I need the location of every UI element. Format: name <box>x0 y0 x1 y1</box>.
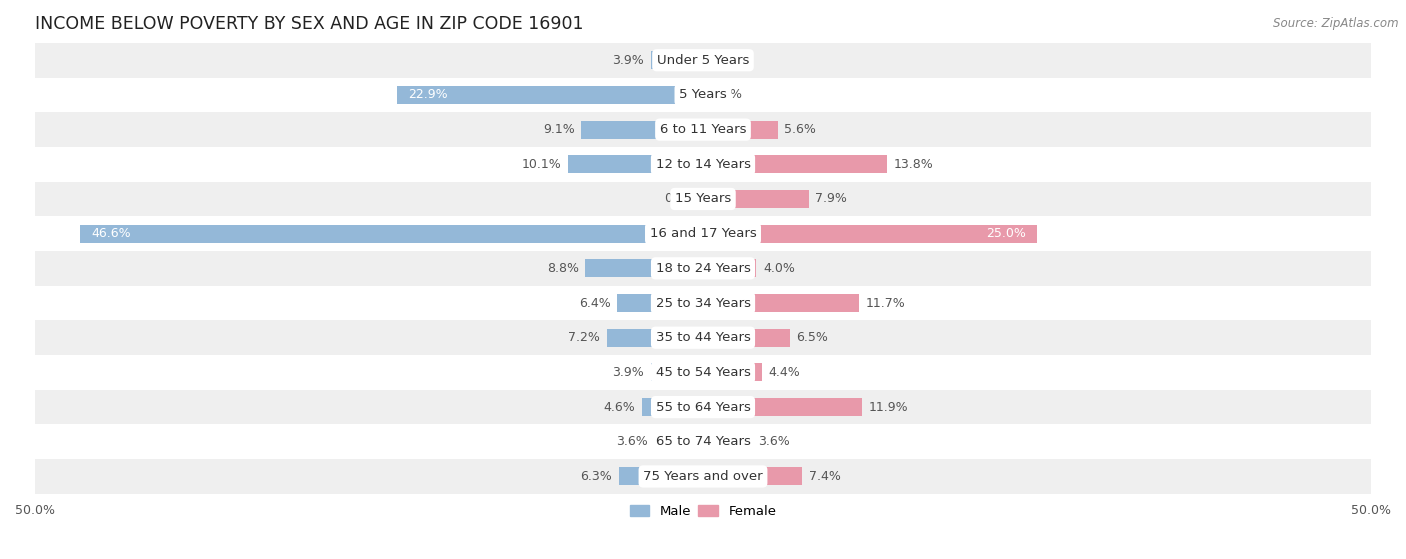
Text: 13.8%: 13.8% <box>894 158 934 171</box>
Text: 9.1%: 9.1% <box>543 123 575 136</box>
Text: 22.9%: 22.9% <box>408 88 447 101</box>
Text: Under 5 Years: Under 5 Years <box>657 54 749 67</box>
Bar <box>35 320 1371 355</box>
Text: 35 to 44 Years: 35 to 44 Years <box>655 331 751 344</box>
Text: 18 to 24 Years: 18 to 24 Years <box>655 262 751 275</box>
Text: 75 Years and over: 75 Years and over <box>643 470 763 483</box>
Text: 8.8%: 8.8% <box>547 262 579 275</box>
Text: 16 and 17 Years: 16 and 17 Years <box>650 227 756 240</box>
Bar <box>35 147 1371 182</box>
Bar <box>35 355 1371 390</box>
Bar <box>582 121 703 139</box>
Bar <box>607 329 703 347</box>
Text: 6.5%: 6.5% <box>797 331 828 344</box>
Bar <box>35 459 1371 494</box>
Text: 7.9%: 7.9% <box>815 192 846 206</box>
Bar <box>35 216 1371 251</box>
Text: 5 Years: 5 Years <box>679 88 727 101</box>
Bar <box>35 112 1371 147</box>
Bar <box>703 155 887 173</box>
Text: Source: ZipAtlas.com: Source: ZipAtlas.com <box>1274 17 1399 30</box>
Text: 0.0%: 0.0% <box>710 54 742 67</box>
Text: INCOME BELOW POVERTY BY SEX AND AGE IN ZIP CODE 16901: INCOME BELOW POVERTY BY SEX AND AGE IN Z… <box>35 15 583 33</box>
Bar <box>568 155 703 173</box>
Legend: Male, Female: Male, Female <box>624 499 782 523</box>
Bar <box>619 467 703 485</box>
Text: 11.9%: 11.9% <box>869 401 908 414</box>
Text: 4.0%: 4.0% <box>763 262 794 275</box>
Bar <box>617 294 703 312</box>
Bar <box>703 363 762 381</box>
Bar <box>703 121 778 139</box>
Bar <box>703 433 751 451</box>
Text: 46.6%: 46.6% <box>91 227 131 240</box>
Text: 0.0%: 0.0% <box>664 192 696 206</box>
Text: 11.7%: 11.7% <box>866 296 905 310</box>
Text: 4.4%: 4.4% <box>769 366 800 379</box>
Text: 65 to 74 Years: 65 to 74 Years <box>655 435 751 448</box>
Bar <box>396 86 703 104</box>
Bar <box>703 398 862 416</box>
Bar <box>585 259 703 277</box>
Bar <box>35 390 1371 424</box>
Text: 55 to 64 Years: 55 to 64 Years <box>655 401 751 414</box>
Bar <box>35 182 1371 216</box>
Text: 6.3%: 6.3% <box>581 470 612 483</box>
Text: 3.9%: 3.9% <box>613 366 644 379</box>
Text: 6 to 11 Years: 6 to 11 Years <box>659 123 747 136</box>
Bar <box>35 286 1371 320</box>
Bar <box>655 433 703 451</box>
Text: 7.2%: 7.2% <box>568 331 600 344</box>
Bar <box>703 329 790 347</box>
Bar <box>35 78 1371 112</box>
Bar <box>35 43 1371 78</box>
Text: 12 to 14 Years: 12 to 14 Years <box>655 158 751 171</box>
Bar <box>703 467 801 485</box>
Text: 3.6%: 3.6% <box>616 435 648 448</box>
Bar <box>703 225 1038 243</box>
Bar <box>651 363 703 381</box>
Text: 6.4%: 6.4% <box>579 296 610 310</box>
Bar <box>703 294 859 312</box>
Text: 4.6%: 4.6% <box>603 401 636 414</box>
Text: 3.6%: 3.6% <box>758 435 790 448</box>
Text: 5.6%: 5.6% <box>785 123 817 136</box>
Text: 7.4%: 7.4% <box>808 470 841 483</box>
Text: 25.0%: 25.0% <box>987 227 1026 240</box>
Bar <box>80 225 703 243</box>
Bar <box>641 398 703 416</box>
Text: 15 Years: 15 Years <box>675 192 731 206</box>
Bar <box>703 259 756 277</box>
Text: 3.9%: 3.9% <box>613 54 644 67</box>
Bar <box>35 251 1371 286</box>
Text: 0.0%: 0.0% <box>710 88 742 101</box>
Bar <box>703 190 808 208</box>
Text: 10.1%: 10.1% <box>522 158 561 171</box>
Bar <box>35 424 1371 459</box>
Text: 25 to 34 Years: 25 to 34 Years <box>655 296 751 310</box>
Text: 45 to 54 Years: 45 to 54 Years <box>655 366 751 379</box>
Bar <box>651 51 703 69</box>
